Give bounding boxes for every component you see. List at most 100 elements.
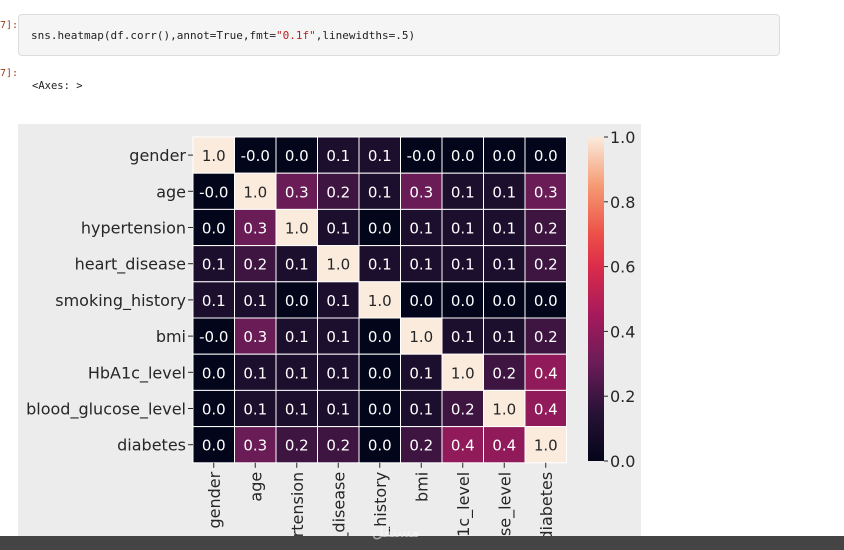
heatmap-cell bbox=[234, 353, 277, 391]
heatmap-cell bbox=[234, 426, 277, 464]
cell-annotation: 1.0 bbox=[409, 328, 433, 346]
cell-annotation: 0.0 bbox=[202, 364, 226, 382]
heatmap-cell bbox=[358, 353, 401, 391]
cell-annotation: 0.0 bbox=[368, 401, 392, 419]
cell-annotation: 0.1 bbox=[409, 220, 433, 238]
heatmap-cell bbox=[192, 172, 235, 210]
heatmap-svg: 1.0 -0.0 0.0 0.1 0.1 -0.0 0.0 0.0 0.0 -0.0 1.0 0.3 0… bbox=[26, 128, 635, 536]
cell-annotation: 0.1 bbox=[451, 183, 475, 201]
cell-annotation: -0.0 bbox=[407, 147, 436, 165]
heatmap-cell bbox=[441, 353, 484, 391]
row-label: blood_glucose_level bbox=[26, 400, 186, 420]
heatmap-cell bbox=[400, 389, 443, 428]
cell-annotation: 0.4 bbox=[534, 401, 558, 419]
cell-annotation: 0.1 bbox=[492, 328, 516, 346]
colorbar-tick-label: 1.0 bbox=[610, 128, 635, 147]
heatmap-cell bbox=[524, 317, 567, 355]
colorbar-tick-label: 0.4 bbox=[610, 322, 635, 341]
cell-annotation: 0.1 bbox=[326, 364, 350, 382]
row-label: gender bbox=[129, 146, 186, 165]
cell-annotation: 0.1 bbox=[326, 292, 350, 310]
heatmap-cell bbox=[192, 208, 235, 247]
colorbar bbox=[588, 137, 604, 461]
heatmap-cell bbox=[234, 317, 277, 355]
footer-bar bbox=[0, 536, 844, 550]
heatmap-cell bbox=[483, 172, 526, 210]
heatmap-cell bbox=[400, 281, 443, 319]
heatmap-cell bbox=[483, 136, 526, 174]
cell-annotation: 0.4 bbox=[534, 364, 558, 382]
heatmap-cell bbox=[234, 245, 277, 283]
cell-annotation: 0.1 bbox=[243, 401, 267, 419]
column-label: gender bbox=[205, 471, 224, 528]
row-label: hypertension bbox=[81, 219, 186, 238]
column-label: age bbox=[246, 472, 265, 502]
cell-annotation: 0.1 bbox=[243, 364, 267, 382]
colorbar-tick-label: 0.8 bbox=[610, 193, 635, 212]
cell-annotation: 0.3 bbox=[243, 437, 267, 455]
cell-annotation: 0.1 bbox=[451, 256, 475, 274]
heatmap-cell bbox=[441, 172, 484, 210]
heatmap-cell bbox=[192, 245, 235, 283]
cell-annotation: 0.1 bbox=[409, 401, 433, 419]
cell-annotation: 0.2 bbox=[326, 183, 350, 201]
code-cell[interactable]: sns.heatmap(df.corr(),annot=True,fmt="0.… bbox=[18, 14, 780, 56]
cell-annotation: 0.1 bbox=[368, 256, 392, 274]
cell-annotation: 0.2 bbox=[534, 256, 558, 274]
row-label: smoking_history bbox=[55, 291, 186, 311]
column-label: 1c_level bbox=[454, 472, 474, 536]
cell-annotation: 0.0 bbox=[409, 292, 433, 310]
cell-annotation: 0.0 bbox=[492, 147, 516, 165]
row-label: diabetes bbox=[117, 436, 186, 455]
cell-annotation: 0.0 bbox=[202, 220, 226, 238]
cell-annotation: 0.1 bbox=[285, 364, 309, 382]
cell-annotation: 0.0 bbox=[451, 147, 475, 165]
cell-annotation: -0.0 bbox=[199, 328, 228, 346]
input-prompt: 7]: bbox=[0, 20, 19, 31]
colorbar-tick-label: 0.6 bbox=[610, 258, 635, 277]
heatmap-cell bbox=[317, 245, 360, 283]
heatmap-cell bbox=[358, 208, 401, 247]
heatmap-cell bbox=[234, 136, 277, 174]
code-string-literal: "0.1f" bbox=[276, 29, 316, 42]
heatmap-cell bbox=[192, 389, 235, 428]
cell-annotation: 0.0 bbox=[285, 147, 309, 165]
cell-annotation: 0.2 bbox=[285, 437, 309, 455]
column-label: _disease bbox=[329, 472, 349, 536]
colorbar-tick-label: 0.0 bbox=[610, 452, 635, 471]
heatmap-cell bbox=[524, 426, 567, 464]
heatmap-cell bbox=[400, 317, 443, 355]
row-label: HbA1c_level bbox=[88, 363, 186, 383]
heatmap-cell bbox=[400, 136, 443, 174]
heatmap-cell bbox=[317, 389, 360, 428]
heatmap-cell bbox=[275, 426, 318, 464]
heatmap-cell bbox=[275, 172, 318, 210]
heatmap-cell bbox=[317, 426, 360, 464]
cell-annotation: 0.1 bbox=[451, 220, 475, 238]
cell-annotation: 0.1 bbox=[326, 401, 350, 419]
column-label: _history bbox=[371, 472, 391, 536]
column-label: se_level bbox=[495, 472, 515, 536]
heatmap-cell bbox=[358, 426, 401, 464]
cell-annotation: 1.0 bbox=[202, 147, 226, 165]
code-after: ,linewidths=.5) bbox=[315, 29, 416, 42]
cell-annotation: 0.0 bbox=[202, 437, 226, 455]
heatmap-cell bbox=[192, 353, 235, 391]
cell-annotation: 0.1 bbox=[368, 183, 392, 201]
cell-annotation: 0.0 bbox=[368, 328, 392, 346]
cell-annotation: 0.1 bbox=[326, 328, 350, 346]
cell-annotation: 0.4 bbox=[451, 437, 475, 455]
cell-annotation: -0.0 bbox=[241, 147, 270, 165]
cell-annotation: 0.1 bbox=[409, 256, 433, 274]
cell-annotation: -0.0 bbox=[199, 183, 228, 201]
cell-annotation: 0.3 bbox=[409, 183, 433, 201]
cell-annotation: 0.1 bbox=[285, 256, 309, 274]
cell-annotation: 0.1 bbox=[243, 292, 267, 310]
code-text[interactable]: sns.heatmap(df.corr(),annot=True,fmt="0.… bbox=[31, 29, 415, 42]
heatmap-cell bbox=[524, 389, 567, 428]
cell-annotation: 0.0 bbox=[534, 292, 558, 310]
row-label: age bbox=[156, 182, 186, 201]
output-text: <Axes: > bbox=[32, 80, 83, 92]
cell-annotation: 0.2 bbox=[409, 437, 433, 455]
heatmap-cell bbox=[400, 426, 443, 464]
